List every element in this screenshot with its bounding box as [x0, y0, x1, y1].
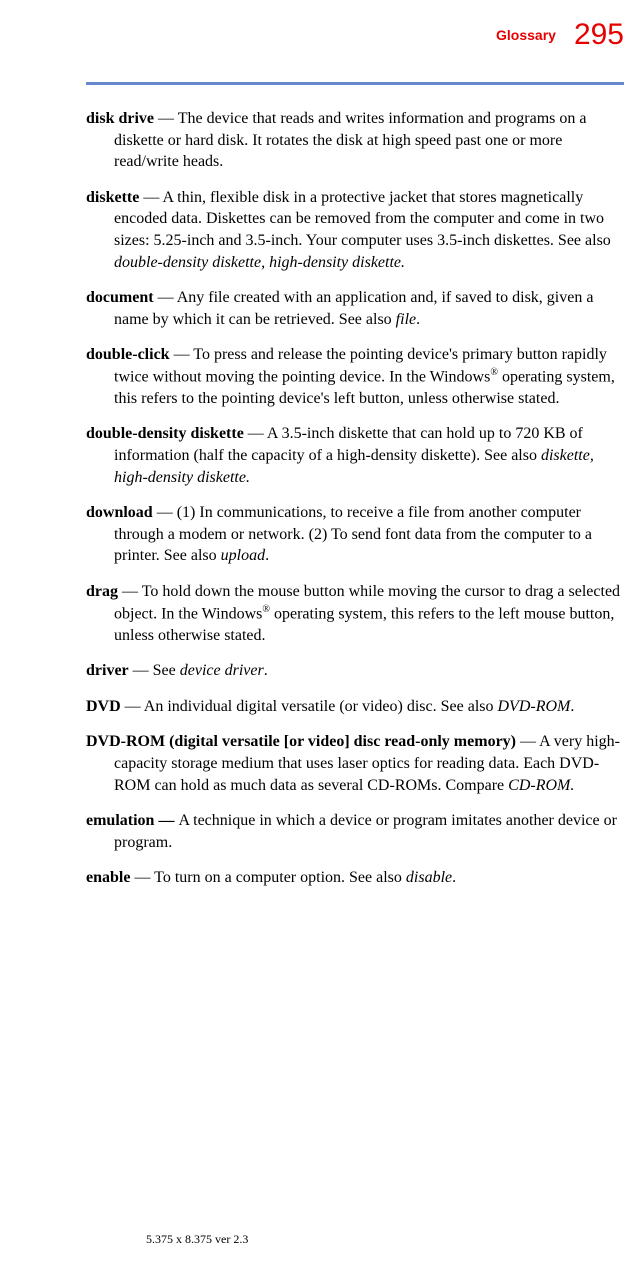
- glossary-term: double-density diskette: [86, 425, 244, 442]
- glossary-body: An individual digital versatile (or vide…: [144, 698, 498, 715]
- header-title: Glossary: [496, 27, 556, 43]
- glossary-sep: —: [244, 425, 267, 442]
- glossary-sep: —: [129, 662, 153, 679]
- glossary-term: double-click: [86, 346, 170, 363]
- glossary-sep: —: [154, 110, 178, 127]
- glossary-body: See: [153, 662, 180, 679]
- glossary-term: download: [86, 504, 153, 521]
- glossary-entry: driver — See device driver.: [86, 660, 622, 682]
- glossary-term: driver: [86, 662, 129, 679]
- glossary-xref: upload: [221, 547, 265, 564]
- glossary-sep: —: [121, 698, 144, 715]
- glossary-term: DVD: [86, 698, 121, 715]
- glossary-xref: double-density diskette, high-density di…: [114, 254, 405, 271]
- registered-mark: ®: [262, 604, 270, 615]
- glossary-entry: drag — To hold down the mouse button whi…: [86, 581, 622, 646]
- glossary-term: enable: [86, 869, 130, 886]
- glossary-body: Any file created with an application and…: [114, 289, 593, 328]
- glossary-xref: CD-ROM.: [508, 777, 574, 794]
- glossary-content: disk drive — The device that reads and w…: [86, 108, 622, 903]
- glossary-term: drag: [86, 583, 118, 600]
- glossary-xref: device driver: [180, 662, 264, 679]
- glossary-term: DVD-ROM (digital versatile [or video] di…: [86, 733, 516, 750]
- glossary-body: .: [264, 662, 268, 679]
- footer-text: 5.375 x 8.375 ver 2.3: [146, 1232, 248, 1247]
- header-divider: [86, 82, 624, 85]
- glossary-sep: —: [516, 733, 539, 750]
- glossary-entry: document — Any file created with an appl…: [86, 287, 622, 330]
- glossary-entry: DVD — An individual digital versatile (o…: [86, 696, 622, 718]
- glossary-entry: diskette — A thin, flexible disk in a pr…: [86, 187, 622, 273]
- glossary-sep: —: [130, 869, 154, 886]
- registered-mark: ®: [490, 367, 498, 378]
- glossary-term: disk drive: [86, 110, 154, 127]
- glossary-body: The device that reads and writes informa…: [114, 110, 586, 170]
- glossary-term: emulation —: [86, 812, 178, 829]
- glossary-body: To turn on a computer option. See also: [154, 869, 406, 886]
- glossary-xref: DVD-ROM: [498, 698, 571, 715]
- glossary-sep: —: [153, 504, 177, 521]
- glossary-sep: —: [154, 289, 177, 306]
- glossary-body: .: [265, 547, 269, 564]
- glossary-entry: E emulation — A technique in which a dev…: [86, 810, 622, 853]
- glossary-body: (1) In communications, to receive a file…: [114, 504, 592, 564]
- glossary-entry: double-density diskette — A 3.5-inch dis…: [86, 423, 622, 488]
- glossary-body: .: [416, 311, 420, 328]
- glossary-entry: double-click — To press and release the …: [86, 344, 622, 409]
- glossary-entry: disk drive — The device that reads and w…: [86, 108, 622, 173]
- glossary-body: .: [570, 698, 574, 715]
- page-number: 295: [574, 18, 624, 52]
- glossary-entry: DVD-ROM (digital versatile [or video] di…: [86, 731, 622, 796]
- glossary-xref: file: [396, 311, 416, 328]
- glossary-entry: enable — To turn on a computer option. S…: [86, 867, 622, 889]
- glossary-sep: —: [118, 583, 142, 600]
- glossary-body: .: [452, 869, 456, 886]
- glossary-sep: —: [139, 189, 162, 206]
- glossary-sep: —: [170, 346, 194, 363]
- glossary-entry: download — (1) In communications, to rec…: [86, 502, 622, 567]
- glossary-term: document: [86, 289, 154, 306]
- page-header: Glossary 295: [496, 18, 624, 52]
- glossary-body: A technique in which a device or program…: [114, 812, 617, 851]
- glossary-term: diskette: [86, 189, 139, 206]
- glossary-body: A thin, flexible disk in a protective ja…: [114, 189, 611, 249]
- glossary-xref: disable: [406, 869, 452, 886]
